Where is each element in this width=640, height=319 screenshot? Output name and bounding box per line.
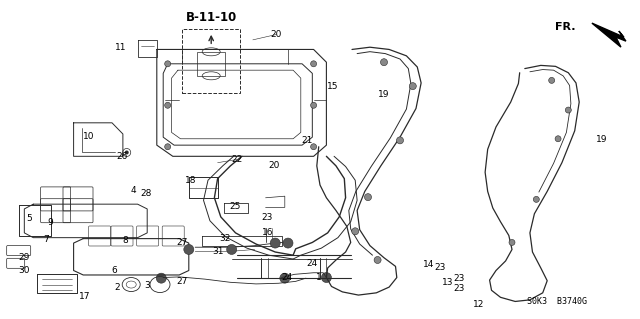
Text: 4: 4 xyxy=(131,186,136,195)
Circle shape xyxy=(164,144,171,150)
Circle shape xyxy=(164,61,171,67)
Circle shape xyxy=(310,144,317,150)
Text: 21: 21 xyxy=(301,136,313,145)
Text: 2: 2 xyxy=(115,283,120,292)
Circle shape xyxy=(565,107,572,113)
Text: 3: 3 xyxy=(145,281,150,290)
Text: 31: 31 xyxy=(212,247,223,256)
Text: 19: 19 xyxy=(596,135,607,144)
Text: 23: 23 xyxy=(435,263,446,272)
Text: 23: 23 xyxy=(454,274,465,283)
Circle shape xyxy=(374,256,381,263)
Text: 28: 28 xyxy=(140,189,152,198)
Text: 16: 16 xyxy=(262,228,273,237)
Circle shape xyxy=(352,228,358,235)
Circle shape xyxy=(156,273,166,283)
Text: FR.: FR. xyxy=(556,22,576,32)
Text: 26: 26 xyxy=(116,152,127,161)
Text: 1: 1 xyxy=(316,273,321,282)
Circle shape xyxy=(270,238,280,248)
Circle shape xyxy=(280,273,290,283)
Text: 15: 15 xyxy=(327,82,339,91)
Circle shape xyxy=(410,83,416,90)
Text: 24: 24 xyxy=(307,259,318,268)
Text: 32: 32 xyxy=(220,234,231,243)
Text: 23: 23 xyxy=(262,213,273,222)
Circle shape xyxy=(184,244,194,255)
Text: 19: 19 xyxy=(378,90,390,99)
Text: 9: 9 xyxy=(47,218,52,227)
Circle shape xyxy=(397,137,403,144)
Text: 13: 13 xyxy=(442,278,454,287)
Circle shape xyxy=(310,61,317,67)
Polygon shape xyxy=(592,23,626,47)
Text: 11: 11 xyxy=(115,43,126,52)
Text: 6: 6 xyxy=(111,266,116,275)
Circle shape xyxy=(164,102,171,108)
Text: 20: 20 xyxy=(271,30,282,39)
Circle shape xyxy=(321,272,332,283)
Bar xyxy=(197,52,225,76)
Text: 23: 23 xyxy=(454,284,465,293)
Text: 5: 5 xyxy=(26,214,31,223)
Text: B-11-10: B-11-10 xyxy=(186,11,237,24)
Text: 14: 14 xyxy=(423,260,435,269)
Text: 25: 25 xyxy=(230,202,241,211)
Text: 27: 27 xyxy=(177,277,188,286)
Circle shape xyxy=(509,240,515,245)
Circle shape xyxy=(125,151,129,154)
Text: 22: 22 xyxy=(231,155,243,164)
Text: 29: 29 xyxy=(19,253,30,262)
Text: 24: 24 xyxy=(281,273,292,282)
Circle shape xyxy=(555,136,561,142)
Text: 30: 30 xyxy=(19,266,30,275)
Circle shape xyxy=(533,197,540,202)
Circle shape xyxy=(381,59,387,66)
Text: 8: 8 xyxy=(123,236,128,245)
Text: S0K3  B3740G: S0K3 B3740G xyxy=(527,297,587,306)
Text: 18: 18 xyxy=(185,176,196,185)
Text: 10: 10 xyxy=(83,132,94,141)
Text: 7: 7 xyxy=(44,235,49,244)
Text: 12: 12 xyxy=(473,300,484,308)
Circle shape xyxy=(548,78,555,83)
Circle shape xyxy=(310,102,317,108)
Text: 17: 17 xyxy=(79,292,90,301)
Text: 27: 27 xyxy=(177,238,188,247)
Circle shape xyxy=(227,244,237,255)
Text: 20: 20 xyxy=(268,161,280,170)
Circle shape xyxy=(365,194,371,201)
Circle shape xyxy=(283,238,293,248)
